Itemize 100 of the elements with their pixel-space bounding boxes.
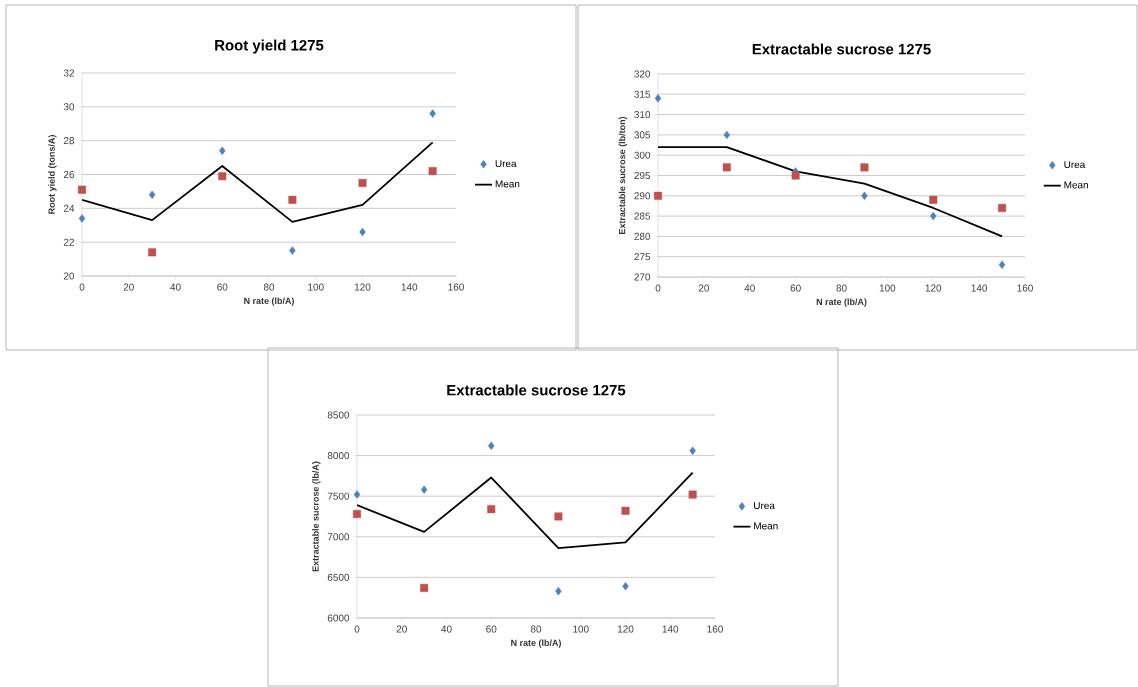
y-tick-label: 310: [634, 111, 651, 119]
x-tick-label: 0: [655, 284, 661, 292]
point: [359, 227, 366, 237]
x-tick-label: 80: [530, 625, 542, 633]
x-tick-label: 160: [448, 283, 464, 291]
x-tick-label: 160: [1017, 284, 1033, 292]
chart-title: Extractable sucrose 1275: [752, 43, 931, 55]
legend-label: Urea: [495, 160, 517, 168]
point: [148, 190, 156, 199]
line-series: [658, 146, 1003, 238]
legend-label: Urea: [1064, 161, 1086, 169]
x-tick-label: 40: [170, 283, 181, 291]
x-tick-label: 140: [662, 625, 679, 633]
x-tick-label: 0: [354, 625, 360, 633]
point: [148, 248, 157, 257]
x-tick-label: 80: [263, 283, 275, 291]
y-tick-label: 20: [63, 272, 75, 280]
y-tick-label: 300: [634, 151, 651, 159]
legend-label: Urea: [754, 502, 775, 510]
x-axis-title: N rate (lb/A): [244, 297, 294, 306]
x-tick-label: 20: [396, 625, 407, 633]
chart-title: Root yield 1275: [215, 39, 324, 54]
point: [654, 94, 662, 103]
x-axis-title: N rate (lb/A): [511, 639, 561, 648]
x-tick-label: 160: [707, 625, 723, 633]
point: [791, 171, 800, 180]
y-tick-label: 8000: [327, 452, 350, 460]
x-tick-label: 20: [123, 283, 134, 291]
x-tick-label: 0: [79, 283, 85, 291]
x-tick-label: 60: [790, 284, 801, 292]
point: [488, 441, 495, 451]
y-tick-label: 270: [634, 273, 651, 281]
point: [219, 146, 226, 155]
point: [487, 505, 496, 514]
x-tick-label: 40: [744, 284, 755, 292]
point: [420, 485, 428, 494]
point: [554, 512, 563, 521]
point: [861, 191, 868, 200]
y-tick-label: 6000: [327, 614, 350, 622]
y-tick-label: 7000: [327, 533, 350, 541]
y-tick-label: 6500: [327, 573, 350, 581]
x-tick-label: 100: [308, 283, 324, 291]
y-axis-title: Root yield (tons/A): [48, 135, 57, 214]
y-tick-label: 30: [63, 103, 75, 111]
y-tick-label: 295: [634, 171, 651, 179]
point: [998, 260, 1006, 269]
y-axis-title: Extractable sucrose (lb/A): [312, 461, 321, 572]
legend-label: Mean: [754, 522, 778, 530]
y-tick-label: 280: [634, 232, 651, 240]
point: [929, 195, 938, 204]
y-tick-label: 320: [634, 70, 651, 78]
x-tick-label: 60: [217, 283, 228, 291]
point: [78, 185, 86, 194]
point: [654, 191, 662, 200]
point: [218, 172, 227, 181]
point: [78, 214, 86, 223]
y-tick-label: 290: [634, 192, 651, 200]
point: [998, 203, 1007, 212]
y-tick-label: 22: [63, 238, 74, 246]
x-tick-label: 120: [354, 283, 371, 291]
y-tick-label: 28: [63, 137, 75, 145]
point: [420, 583, 429, 592]
x-tick-label: 140: [971, 284, 988, 292]
point: [428, 167, 437, 176]
legend-label: Mean: [1064, 181, 1088, 189]
x-axis-title: N rate (lb/A): [816, 298, 867, 307]
point: [289, 246, 296, 255]
point: [622, 582, 629, 591]
point: [429, 109, 436, 118]
y-tick-label: 7500: [327, 492, 350, 500]
x-tick-label: 120: [925, 284, 942, 292]
point: [555, 587, 562, 596]
point: [722, 163, 731, 172]
line-series: [82, 141, 434, 223]
y-axis-title: Extractable sucrose (lb/ton): [618, 116, 628, 234]
x-tick-label: 60: [486, 625, 497, 633]
point: [689, 446, 696, 455]
legend-label: Mean: [495, 180, 520, 188]
x-tick-label: 100: [573, 625, 589, 633]
y-tick-label: 305: [634, 131, 651, 139]
x-tick-label: 140: [401, 283, 418, 291]
x-tick-label: 40: [441, 625, 452, 633]
x-tick-label: 100: [879, 284, 896, 292]
y-tick-label: 315: [634, 90, 651, 98]
y-tick-label: 8500: [327, 411, 350, 419]
x-tick-label: 20: [698, 284, 710, 292]
point: [353, 510, 361, 519]
chart-title: Extractable sucrose 1275: [447, 384, 626, 396]
point: [930, 211, 937, 221]
x-tick-label: 80: [836, 284, 847, 292]
y-tick-label: 32: [63, 69, 74, 77]
point: [860, 163, 869, 172]
line-series: [357, 471, 694, 550]
point: [358, 178, 367, 187]
point: [621, 506, 630, 515]
point: [723, 130, 731, 140]
point: [688, 490, 697, 499]
y-tick-label: 285: [634, 212, 651, 220]
y-tick-label: 275: [634, 253, 651, 261]
y-tick-label: 24: [63, 204, 75, 212]
